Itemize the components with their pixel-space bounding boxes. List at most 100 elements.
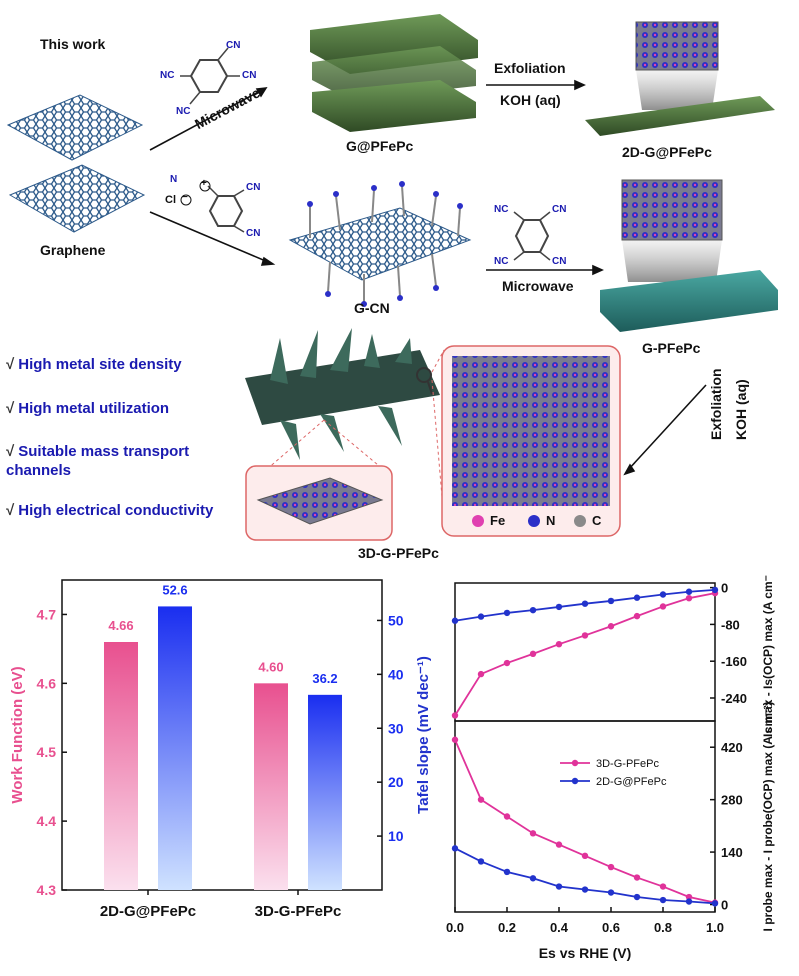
gcn-label: G-CN: [354, 300, 390, 316]
mol1-nc-left: NC: [160, 70, 175, 81]
feature-3: √ Suitable mass transport channels: [6, 443, 190, 479]
y2-tick-label: 20: [388, 774, 404, 790]
x-tick-label: 3D-G-PFePc: [255, 903, 342, 920]
legend-label: 3D-G-PFePc: [596, 758, 659, 770]
gpfepc-label: G-PFePc: [642, 340, 701, 356]
legend-marker: [571, 777, 579, 785]
top-point-3D-G-PFePc: [685, 594, 693, 602]
bottom-point-3D-G-PFePc: [451, 736, 459, 743]
x-tick-label: 0.8: [654, 920, 672, 935]
y2-tick-label: 40: [388, 666, 404, 682]
y2-tick-label: 30: [388, 720, 404, 736]
bottom-point-2D-G@PFePc: [503, 868, 511, 876]
top-point-2D-G@PFePc: [555, 603, 563, 611]
top-y-axis-label: Is max - Is(OCP) max (A cm⁻²): [761, 575, 775, 737]
top-point-2D-G@PFePc: [607, 597, 615, 605]
top-point-3D-G-PFePc: [555, 640, 563, 648]
top-line-3D-G-PFePc: [454, 592, 716, 716]
koh-label-1: KOH (aq): [500, 92, 561, 108]
top-y-tick-label: 0: [721, 581, 728, 596]
feature-4: √ High electrical conductivity: [6, 502, 214, 519]
top-y-tick-label: -160: [721, 654, 747, 669]
bottom-point-2D-G@PFePc: [685, 898, 693, 905]
diazonium-n: N: [170, 174, 178, 185]
foam-inset-box: [245, 465, 393, 541]
2d-product-label: 2D-G@PFePc: [622, 144, 712, 160]
mol3-nc-1: NC: [494, 204, 509, 215]
top-point-2D-G@PFePc: [451, 617, 459, 624]
bottom-point-3D-G-PFePc: [581, 852, 589, 860]
bottom-point-2D-G@PFePc: [555, 883, 563, 890]
diazonium-plus: +: [201, 178, 207, 189]
legend-label: 2D-G@PFePc: [596, 776, 667, 788]
bottom-y-tick-label: 420: [721, 740, 743, 755]
bar-value-label: 4.60: [258, 659, 283, 674]
feature-1: √ High metal site density: [6, 356, 182, 373]
x-tick-label: 2D-G@PFePc: [100, 903, 196, 920]
bar-tafel-2: [308, 694, 342, 890]
bar-value-label: 36.2: [312, 671, 337, 686]
this-work-label: This work: [40, 36, 106, 52]
y2-tick-label: 50: [388, 612, 404, 628]
y-tick-label: 4.5: [37, 744, 57, 760]
x-tick-label: 0.4: [550, 920, 569, 935]
bottom-point-2D-G@PFePc: [581, 886, 589, 893]
2d-sheet-with-zoom: [585, 21, 775, 136]
mol3-nc-2: NC: [494, 256, 509, 267]
bottom-y-tick-label: 140: [721, 845, 743, 860]
bar-value-label: 52.6: [162, 582, 187, 597]
diazonium-minus: −: [182, 192, 188, 203]
bottom-point-3D-G-PFePc: [607, 863, 615, 871]
bottom-point-3D-G-PFePc: [659, 883, 667, 890]
top-point-3D-G-PFePc: [451, 712, 459, 719]
bottom-frame: [454, 720, 716, 913]
y-tick-label: 4.3: [37, 882, 57, 898]
bottom-point-3D-G-PFePc: [529, 830, 537, 837]
koh-label-2: KOH (aq): [733, 379, 749, 440]
legend-fe: Fe: [490, 513, 506, 528]
top-point-3D-G-PFePc: [659, 603, 667, 610]
bottom-line-3D-G-PFePc: [454, 739, 716, 904]
g-cn-structure: [288, 181, 472, 307]
g-pfepc-slab-with-zoom: [600, 179, 778, 332]
bar-chart: 4.66 52.6 2D-G@PFePc 4.60 36.2 3D-G-PFePc 4.3 4…: [9, 579, 432, 920]
3d-foam-structure: [245, 328, 445, 521]
bottom-y-axis-label: I probe max - I probe(OCP) max (A cm⁻²): [761, 702, 775, 932]
mol1-cn-top: CN: [226, 40, 241, 51]
tetracyanobenzene-molecule-1: [180, 47, 240, 105]
x-tick-label: 0.6: [602, 920, 620, 935]
exfoliation-label-2: Exfoliation: [708, 368, 724, 440]
top-point-3D-G-PFePc: [581, 632, 589, 639]
bottom-point-3D-G-PFePc: [503, 813, 511, 820]
mol1-cn-right: CN: [242, 70, 257, 81]
mol1-nc-bottom: NC: [176, 106, 191, 117]
y2-axis-label: Tafel slope (mV dec⁻¹): [415, 656, 432, 814]
tetracyanobenzene-molecule-2: [513, 211, 551, 261]
top-point-3D-G-PFePc: [503, 659, 511, 667]
top-point-2D-G@PFePc: [659, 591, 667, 598]
top-point-3D-G-PFePc: [633, 612, 641, 620]
feature-2: √ High metal utilization: [6, 400, 170, 417]
top-y-tick-label: -240: [721, 691, 747, 706]
g-pfepc-label: G@PFePc: [346, 138, 414, 154]
top-point-2D-G@PFePc: [711, 586, 719, 594]
mol2-cn-1: CN: [246, 182, 261, 193]
synthesis-scheme: [6, 14, 778, 541]
3d-product-label: 3D-G-PFePc: [358, 545, 439, 561]
microwave-label-2: Microwave: [502, 278, 574, 294]
top-point-2D-G@PFePc: [477, 613, 485, 620]
y-tick-label: 4.7: [37, 606, 57, 622]
legend-n: N: [546, 513, 556, 528]
bottom-point-2D-G@PFePc: [529, 875, 537, 882]
x-tick-label: 1.0: [706, 920, 724, 935]
plot-frame: [61, 579, 383, 891]
top-point-2D-G@PFePc: [633, 594, 641, 601]
bottom-point-2D-G@PFePc: [659, 896, 667, 904]
bottom-point-2D-G@PFePc: [607, 889, 615, 896]
y-tick-label: 4.6: [37, 675, 57, 691]
legend-marker: [571, 759, 579, 767]
exfoliation-label-1: Exfoliation: [494, 60, 566, 76]
y2-tick-label: 10: [388, 828, 404, 844]
graphene-label: Graphene: [40, 242, 106, 258]
y-axis-label: Work Function (eV): [9, 666, 26, 803]
